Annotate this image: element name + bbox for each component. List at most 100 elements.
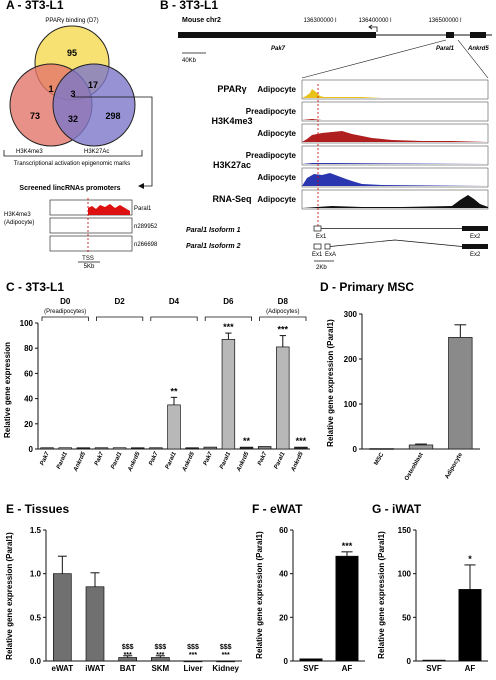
significance-label: ** <box>243 436 251 446</box>
panel-b: B - 3T3-L1 Mouse chr2 136300000 l 136400… <box>160 0 492 271</box>
y-tick-label: 80 <box>24 344 33 353</box>
group-bracket <box>150 316 198 321</box>
x-tick-label: Pak7 <box>203 451 215 467</box>
b-track-cell-label: Adipocyte <box>257 85 296 94</box>
panel-a: A - 3T3-L1 PPARγ binding (D7) 95 1 17 3 … <box>3 0 158 270</box>
significance-label: * <box>468 554 472 564</box>
group-note-label: (Adipocytes) <box>266 309 299 315</box>
venn-count-all: 3 <box>70 89 75 99</box>
y-tick-label: 0.0 <box>30 657 42 666</box>
ankrd5-label: Ankrd5 <box>467 46 489 52</box>
chart-d-ylabel: Relative gene expression (Paral1) <box>326 319 335 447</box>
track-label-1: H3K4me3 <box>4 212 31 218</box>
significance-label: *** <box>342 541 353 551</box>
chart-g-ylabel: Relative gene expression (Paral1) <box>377 531 386 659</box>
significance-label: *** <box>278 325 289 335</box>
x-tick-label: eWAT <box>52 664 74 673</box>
coord-3: 136500000 l <box>428 18 461 24</box>
b-track-signal <box>302 195 488 208</box>
bar <box>76 447 91 450</box>
significance-label: *** <box>156 652 164 659</box>
screen-track-1-signal <box>88 204 130 215</box>
y-tick-label: 150 <box>398 526 412 535</box>
chart-e-ylabel: Relative gene expression (Paral1) <box>5 532 14 660</box>
panel-d: D - Primary MSC 0 100 200 300 MSC Osteoblast A… <box>320 280 480 482</box>
significance-label: *** <box>222 652 230 659</box>
venn-count-top-left: 1 <box>48 84 53 94</box>
y-tick-label: 100 <box>20 319 34 328</box>
y-tick-label: 20 <box>279 613 288 622</box>
screen-track-2 <box>49 217 133 234</box>
zoom-line-right <box>457 39 489 79</box>
tss-label: TSS <box>82 256 94 262</box>
group-bracket <box>41 316 89 321</box>
iso2-ex1 <box>313 243 322 250</box>
chart-d: 0 100 200 300 MSC Osteoblast Adipocyte <box>344 310 480 482</box>
panel-f: F - eWAT 0 20 40 60 SVF *** AF Relative gene e… <box>252 502 365 673</box>
x-tick-label: Paral1 <box>110 451 123 470</box>
x-tick-label: SKM <box>151 664 169 673</box>
bar <box>408 444 434 450</box>
x-tick-label: Pak7 <box>257 451 269 467</box>
b-track-signal <box>302 131 488 142</box>
significance-label: *** <box>124 652 132 659</box>
x-tick-label: Paral1 <box>56 451 69 470</box>
x-tick-label: Osteoblast <box>404 452 425 482</box>
b-track-mark-label: RNA-Seq <box>212 194 251 204</box>
zoom-line-left <box>301 39 447 79</box>
chart-g: 0 50 100 150 SVF * AF <box>398 526 488 673</box>
group-day-label: D2 <box>114 297 125 306</box>
b-track-cell-label: Adipocyte <box>257 173 296 182</box>
y-tick-label: 0 <box>29 445 34 454</box>
chart-f: 0 20 40 60 SVF *** AF <box>279 526 365 673</box>
x-tick-label: AF <box>342 664 353 673</box>
group-day-label: D8 <box>278 297 289 306</box>
x-tick-label: Kidney <box>212 664 239 673</box>
x-tick-label: Ankrd5 <box>73 451 88 474</box>
y-tick-label: 20 <box>24 420 33 429</box>
b-track-cell-label: Preadipocyte <box>246 151 297 160</box>
venn-count-right: 298 <box>105 111 120 121</box>
a-scale-label: 5Kb <box>84 264 95 270</box>
bar <box>369 448 394 450</box>
b-scale-label: 40Kb <box>182 58 197 64</box>
iso2-exa-label: ExA <box>325 252 336 258</box>
bar <box>458 589 482 662</box>
x-tick-label: Pak7 <box>40 451 52 467</box>
bar <box>94 447 109 450</box>
bar <box>276 346 290 450</box>
panel-c-title: C - 3T3-L1 <box>6 280 64 294</box>
bar <box>294 446 308 450</box>
venn-top-label: PPARγ binding (D7) <box>45 18 98 24</box>
venn-count-top: 95 <box>67 48 77 58</box>
b-track-mark-label: PPARγ <box>217 84 246 94</box>
significance-label: ** <box>170 386 178 396</box>
coord-2: 136400000 l <box>358 18 391 24</box>
screen-arrow <box>73 96 153 187</box>
bar <box>112 447 127 450</box>
significance-label: *** <box>296 436 307 446</box>
y-tick-label: 1.5 <box>30 526 42 535</box>
b-track-mark-label: H3K4me3 <box>211 116 252 126</box>
bar <box>149 447 163 450</box>
x-tick-label: BAT <box>120 664 136 673</box>
x-tick-label: Ankrd5 <box>290 451 305 474</box>
iso2-intron <box>329 239 463 247</box>
group-day-label: D6 <box>223 297 234 306</box>
group-day-label: D4 <box>169 297 180 306</box>
panel-d-title: D - Primary MSC <box>320 280 414 294</box>
y-tick-label: 40 <box>279 570 288 579</box>
y-tick-label: 60 <box>279 526 288 535</box>
paral1-gene-box <box>446 32 454 38</box>
venn-right-label: H3K27Ac <box>84 149 109 155</box>
bar <box>216 660 236 663</box>
group-bracket <box>204 316 252 321</box>
bar <box>299 658 323 662</box>
bar <box>448 337 473 450</box>
group-bracket <box>259 316 307 321</box>
b-track-frame <box>301 101 489 122</box>
b-track-frame <box>301 189 489 210</box>
pak7-tss-arrow <box>368 24 378 32</box>
